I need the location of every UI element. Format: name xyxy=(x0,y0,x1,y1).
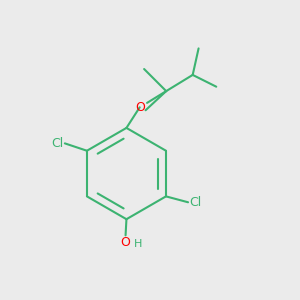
Text: Cl: Cl xyxy=(51,137,64,150)
Text: O: O xyxy=(120,236,130,249)
Text: H: H xyxy=(134,238,142,249)
Text: Cl: Cl xyxy=(189,196,202,209)
Text: O: O xyxy=(135,101,145,114)
